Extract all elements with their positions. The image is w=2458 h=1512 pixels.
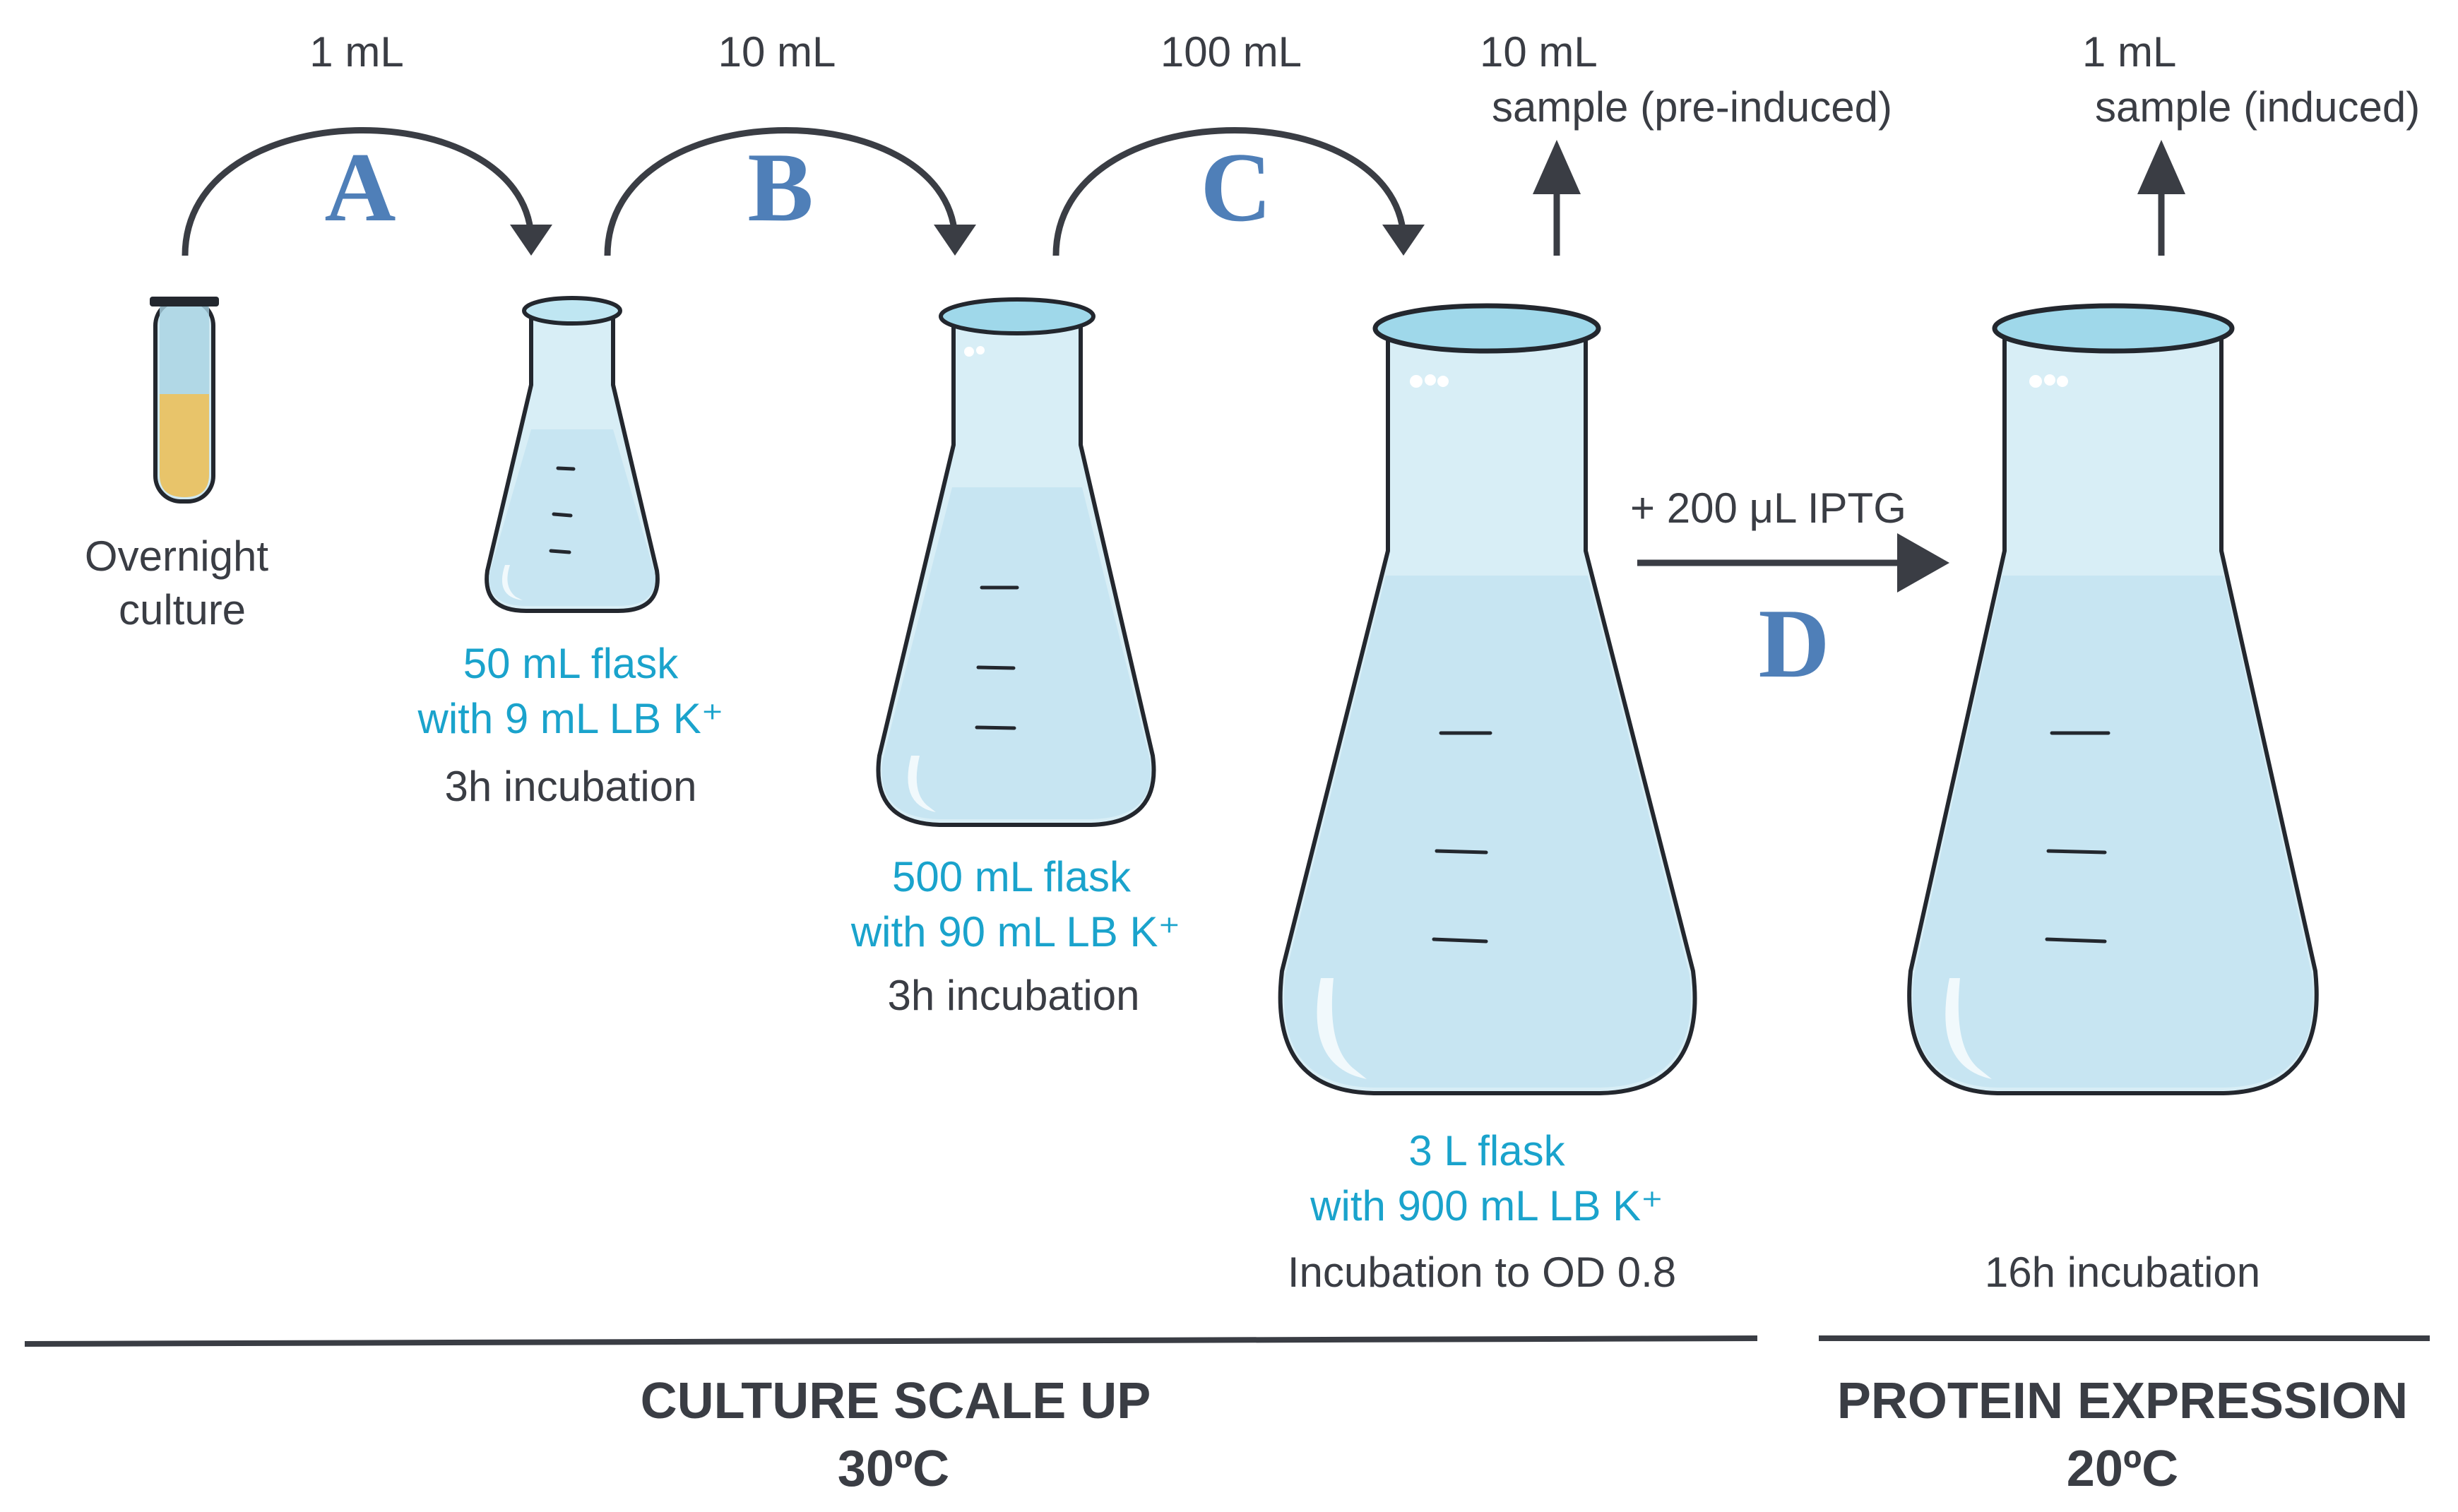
induction-arrow	[1637, 533, 1949, 593]
flask-500ml-medium: with 90 mL LB K⁺	[850, 908, 1180, 956]
sample-label-pre-induced: sample (pre-induced)	[1492, 83, 1892, 131]
flask-50ml-incubation: 3h incubation	[445, 763, 697, 810]
tube-label-line1: Overnight	[85, 532, 268, 580]
flask-500ml	[876, 297, 1156, 827]
transfer-arrow-a	[182, 126, 552, 256]
step-letter-b: B	[747, 133, 813, 242]
transfer-arrow-b	[604, 126, 976, 256]
iptg-addition-label: + 200 μL IPTG	[1630, 484, 1906, 532]
flask-500ml-size: 500 mL flask	[892, 853, 1132, 900]
sample-arrow-pre-induced	[1533, 140, 1581, 256]
flask-50ml-size: 50 mL flask	[463, 640, 679, 687]
flask-3l	[1278, 303, 1697, 1095]
sample-volume-induced: 1 mL	[2082, 28, 2176, 76]
flask-expression	[1907, 303, 2319, 1095]
sample-label-induced: sample (induced)	[2095, 83, 2420, 131]
flask-50ml-medium: with 9 mL LB K⁺	[417, 695, 724, 742]
flask-50ml	[485, 296, 660, 613]
transfer-volume-a: 1 mL	[309, 28, 403, 76]
step-letter-d: D	[1758, 589, 1829, 698]
sample-arrow-induced	[2137, 140, 2185, 256]
flask-500ml-incubation: 3h incubation	[888, 972, 1140, 1019]
phase-scale-up-temp: 30ºC	[838, 1441, 949, 1497]
transfer-volume-b: 10 mL	[718, 28, 836, 76]
sample-volume-pre-induced: 10 mL	[1480, 28, 1598, 76]
flask-3l-incubation: Incubation to OD 0.8	[1288, 1249, 1676, 1296]
phase-expression-temp: 20ºC	[2067, 1441, 2178, 1497]
phase-scale-up-title: CULTURE SCALE UP	[641, 1373, 1151, 1429]
flask-expression-incubation: 16h incubation	[1985, 1249, 2260, 1296]
tube-label-line2: culture	[119, 586, 246, 633]
flask-3l-medium: with 900 mL LB K⁺	[1310, 1182, 1663, 1230]
scale-up-divider	[24, 1335, 1758, 1347]
step-letter-a: A	[324, 133, 396, 242]
phase-expression-title: PROTEIN EXPRESSION	[1837, 1373, 2408, 1429]
transfer-arrow-c	[1052, 126, 1425, 256]
overnight-culture-tube	[150, 297, 219, 504]
step-letter-c: C	[1200, 133, 1271, 242]
flask-3l-size: 3 L flask	[1408, 1127, 1565, 1174]
transfer-volume-c: 100 mL	[1160, 28, 1302, 76]
